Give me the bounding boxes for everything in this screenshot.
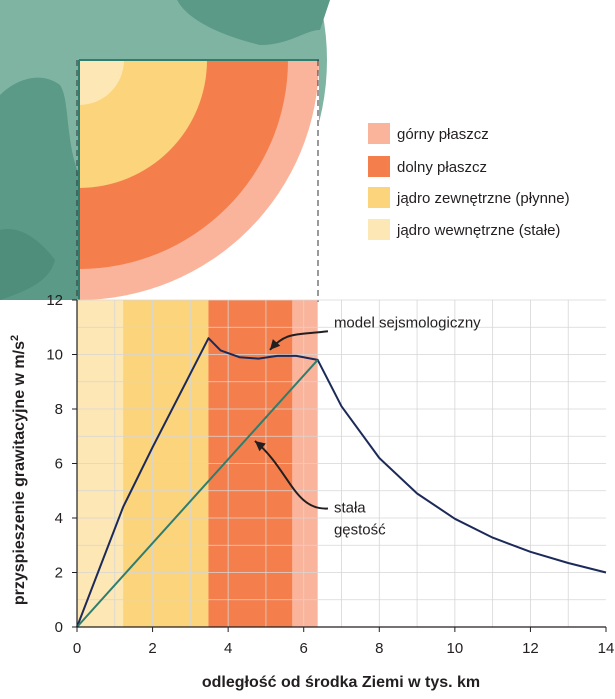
arrow-constant [254, 440, 329, 510]
y-tick-label: 0 [55, 619, 63, 636]
y-tick-label: 4 [55, 510, 63, 527]
outer-core-layer [79, 60, 207, 188]
legend-swatch-lower-mantle [368, 156, 390, 177]
y-axis-title: przyspieszenie grawitacyjne w m/s2 [9, 335, 28, 605]
legend-label-upper-mantle: górny płaszcz [397, 126, 489, 143]
inner-core-layer [79, 60, 124, 105]
axes: 0 2 4 6 8 10 12 14 0 2 4 6 8 10 12 [46, 292, 614, 657]
x-tick-label: 10 [447, 640, 464, 657]
legend-swatch-outer-core [368, 187, 390, 208]
land-mass [0, 229, 55, 300]
legend-swatch-inner-core [368, 219, 390, 240]
grid [77, 299, 606, 627]
annotation-label: stała [334, 500, 366, 517]
legend-label-outer-core: jądro zewnętrzne (płynne) [396, 190, 570, 207]
y-tick-label: 6 [55, 456, 63, 473]
x-tick-label: 6 [300, 640, 308, 657]
x-tick-label: 12 [522, 640, 539, 657]
x-tick-label: 8 [375, 640, 383, 657]
arrow-seismic-head [269, 339, 281, 350]
series-line-seismic-model [76, 337, 607, 628]
x-axis-title: odległość od środka Ziemi w tys. km [202, 674, 480, 691]
y-tick-label: 12 [46, 292, 63, 309]
x-tick-label: 2 [148, 640, 156, 657]
y-axis-title-main: przyspieszenie grawitacyjne w m/s [11, 341, 28, 605]
x-tick-label: 0 [73, 640, 81, 657]
y-tick-label: 10 [46, 347, 63, 364]
land-mass [177, 0, 330, 45]
legend-label-lower-mantle: dolny płaszcz [397, 159, 487, 176]
x-tick-label: 14 [598, 640, 615, 657]
earth-illustration [0, 0, 330, 302]
x-tick-label: 4 [224, 640, 232, 657]
legend-swatch-upper-mantle [368, 123, 390, 144]
series-group [76, 337, 607, 628]
y-axis-title-superscript: 2 [9, 335, 21, 341]
series-line-constant-density [76, 359, 319, 628]
y-tick-label: 8 [55, 401, 63, 418]
legend: górny płaszcz dolny płaszcz jądro zewnęt… [368, 123, 570, 240]
annotation-label: gęstość [334, 521, 386, 538]
legend-label-inner-core: jądro wewnętrzne (stałe) [396, 222, 560, 239]
annotation-label: model sejsmologiczny [334, 314, 481, 331]
annotations: model sejsmologiczny stała gęstość [254, 314, 481, 538]
arrow-constant-head [254, 440, 266, 452]
y-tick-label: 2 [55, 565, 63, 582]
